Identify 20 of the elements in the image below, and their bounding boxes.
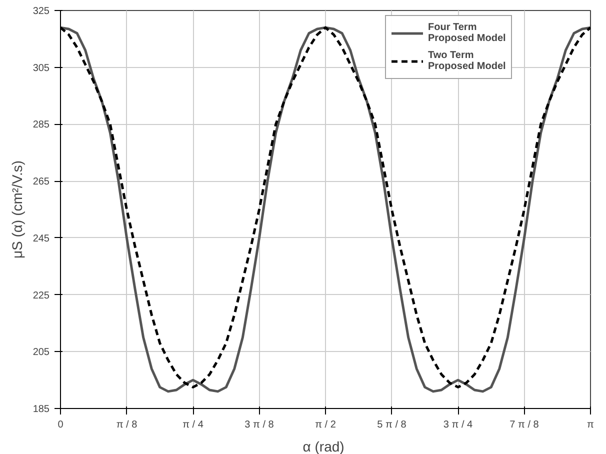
x-tick-label: 7 π / 8 bbox=[510, 420, 540, 430]
x-tick-label: π / 8 bbox=[116, 420, 138, 430]
x-tick-label: 3 π / 4 bbox=[443, 420, 474, 430]
y-tick-label: 325 bbox=[32, 6, 50, 17]
y-tick-label: 205 bbox=[32, 347, 50, 358]
x-tick-label: 3 π / 8 bbox=[244, 420, 274, 430]
x-tick-label: π bbox=[587, 420, 594, 430]
y-tick-label: 245 bbox=[32, 233, 50, 244]
x-tick-label: π / 2 bbox=[315, 420, 336, 430]
y-axis-title: μS (α) (cm²/V.s) bbox=[8, 160, 25, 259]
y-tick-label: 185 bbox=[32, 404, 50, 415]
x-tick-label: 0 bbox=[58, 420, 64, 430]
legend-label: Four Term Proposed Model bbox=[428, 21, 506, 45]
legend-label: Two Term Proposed Model bbox=[428, 49, 506, 73]
y-tick-label: 285 bbox=[32, 120, 50, 131]
y-tick-label: 265 bbox=[32, 176, 50, 188]
x-tick-label: 5 π / 8 bbox=[377, 420, 407, 430]
y-tick-label: 225 bbox=[32, 290, 50, 302]
x-tick-label: π / 4 bbox=[182, 420, 204, 430]
y-tick-label: 305 bbox=[32, 62, 50, 74]
